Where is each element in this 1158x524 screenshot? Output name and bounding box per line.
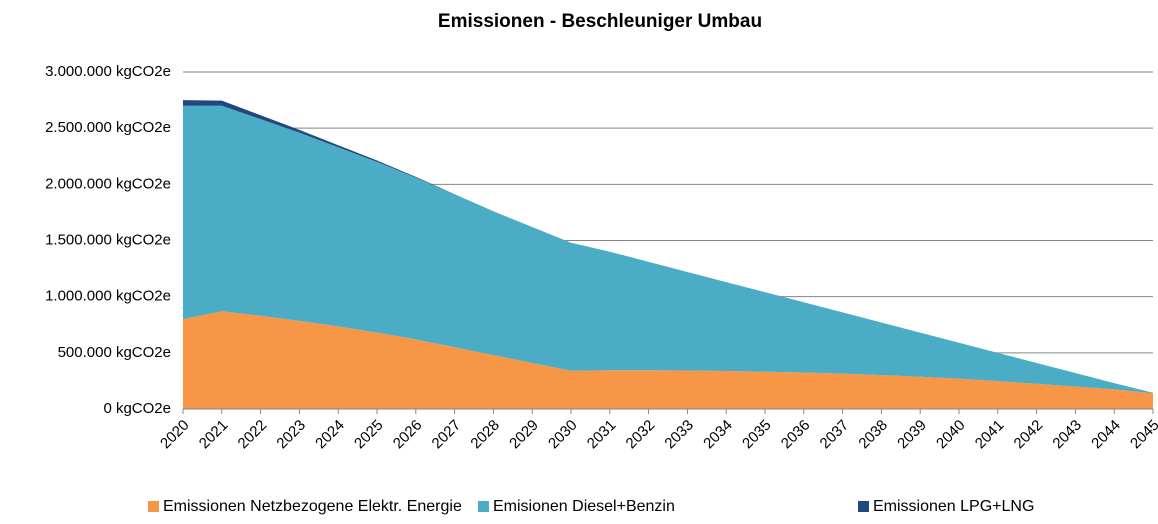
- legend-label: Emissionen Netzbezogene Elektr. Energie: [163, 498, 462, 515]
- x-tick-label: 2032: [623, 417, 659, 453]
- x-tick-label: 2029: [506, 417, 542, 453]
- y-tick-label: 2.000.000 kgCO2e: [45, 175, 171, 192]
- y-tick-label: 1.000.000 kgCO2e: [45, 288, 171, 305]
- x-tick-label: 2039: [894, 417, 930, 453]
- y-tick-label: 1.500.000 kgCO2e: [45, 231, 171, 248]
- y-tick-label: 0 kgCO2e: [103, 400, 171, 417]
- legend-swatch: [478, 501, 489, 512]
- y-tick-label: 2.500.000 kgCO2e: [45, 119, 171, 136]
- x-tick-label: 2037: [817, 417, 853, 453]
- x-tick-label: 2043: [1049, 417, 1085, 453]
- legend-item: Emisionen Diesel+Benzin: [478, 498, 675, 515]
- x-tick-label: 2044: [1088, 417, 1124, 453]
- x-tick-label: 2041: [972, 417, 1008, 453]
- x-tick-label: 2030: [545, 417, 581, 453]
- legend-swatch: [858, 501, 869, 512]
- x-tick-label: 2031: [584, 417, 620, 453]
- y-tick-label: 3.000.000 kgCO2e: [45, 63, 171, 80]
- x-tick-label: 2021: [196, 417, 232, 453]
- area: [183, 105, 1153, 394]
- x-tick-label: 2025: [351, 417, 387, 453]
- x-tick-label: 2034: [700, 417, 736, 453]
- x-tick-label: 2042: [1011, 417, 1047, 453]
- legend-swatch: [148, 501, 159, 512]
- x-tick-label: 2033: [661, 417, 697, 453]
- x-tick-label: 2024: [312, 417, 348, 453]
- legend-label: Emisionen Diesel+Benzin: [493, 498, 675, 515]
- x-tick-label: 2038: [855, 417, 891, 453]
- x-tick-label: 2040: [933, 417, 969, 453]
- x-tick-label: 2027: [429, 417, 465, 453]
- legend-item: Emissionen Netzbezogene Elektr. Energie: [148, 498, 462, 515]
- y-tick-label: 500.000 kgCO2e: [58, 344, 171, 361]
- x-tick-label: 2028: [467, 417, 503, 453]
- x-tick-label: 2022: [235, 417, 271, 453]
- x-tick-label: 2036: [778, 417, 814, 453]
- chart-title: Emissionen - Beschleuniger Umbau: [438, 11, 762, 32]
- x-tick-label: 2045: [1127, 417, 1158, 453]
- x-tick-label: 2023: [273, 417, 309, 453]
- legend-label: Emissionen LPG+LNG: [873, 498, 1034, 515]
- x-tick-label: 2020: [157, 417, 193, 453]
- legend-item: Emissionen LPG+LNG: [858, 498, 1034, 515]
- x-tick-label: 2035: [739, 417, 775, 453]
- area: [183, 311, 1153, 409]
- x-tick-label: 2026: [390, 417, 426, 453]
